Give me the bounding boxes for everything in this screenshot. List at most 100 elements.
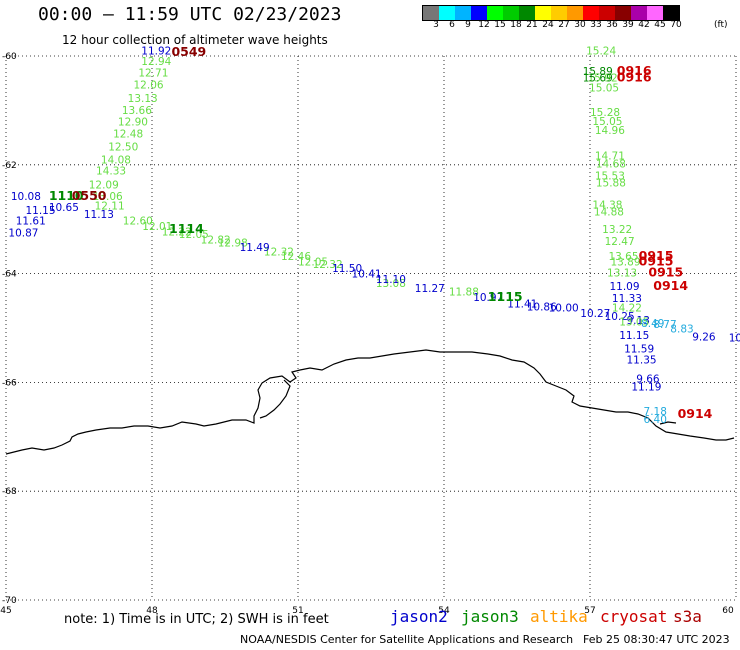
color-scale-tick: 70: [670, 20, 682, 30]
wave-height-value: 11.61: [16, 216, 46, 228]
pass-time-label: 1114: [169, 221, 204, 236]
x-tick-label: 60: [722, 606, 734, 616]
wave-height-value: 13.08: [376, 278, 406, 290]
wave-height-value: 6.40: [644, 414, 667, 426]
color-scale-tick: 42: [638, 20, 650, 30]
x-tick-label: 51: [292, 606, 303, 616]
wave-height-value: 15.53: [595, 170, 625, 182]
wave-height-value: 15.05: [589, 82, 619, 94]
credit-date: Feb 25 08:30:47 UTC 2023: [583, 633, 730, 646]
color-swatch: [439, 6, 455, 20]
color-scale-tick: 21: [526, 20, 538, 30]
y-tick-label: -70: [2, 596, 17, 606]
legend-s3a: s3a: [673, 607, 702, 626]
wave-height-value: 12.50: [108, 142, 138, 154]
pass-time-label: 0550: [72, 188, 107, 203]
wave-height-value: 11.09: [609, 281, 639, 293]
color-scale-unit: (ft): [714, 20, 728, 30]
wave-height-value: 15.05: [592, 116, 622, 128]
wave-height-value: 13.05: [619, 316, 649, 328]
page-title: 00:00 — 11:59 UTC 02/23/2023: [38, 4, 342, 25]
wave-height-value: 12.94: [141, 56, 171, 68]
color-scale-tick: 18: [510, 20, 522, 30]
wave-height-value: 12.09: [89, 180, 119, 192]
legend-jason2: jason2: [390, 607, 448, 626]
color-swatch: [503, 6, 519, 20]
wave-height-value: 13.13: [607, 267, 637, 279]
color-swatch: [551, 6, 567, 20]
wave-height-value: 15.92: [588, 73, 618, 85]
wave-height-value: 12.71: [138, 68, 168, 80]
x-tick-label: 45: [0, 606, 11, 616]
wave-height-value: 12.22: [162, 227, 192, 239]
pass-time-label: 1110: [49, 188, 84, 203]
wave-height-value: 11.92: [141, 45, 171, 57]
pass-time-label: 0916: [617, 70, 652, 85]
wave-height-value: 10.27: [580, 308, 610, 320]
wave-height-value: 15.89: [583, 66, 613, 78]
wave-height-value: 12.46: [281, 251, 311, 263]
legend-cryosat: cryosat: [600, 607, 668, 626]
color-scale-tick: 45: [654, 20, 666, 30]
credit-line: NOAA/NESDIS Center for Satellite Applica…: [240, 633, 574, 646]
wave-height-value: 7.18: [644, 406, 667, 418]
wave-height-value: 9.13: [627, 315, 650, 327]
wave-height-value: 11.59: [624, 343, 654, 355]
y-tick-label: -68: [2, 487, 17, 497]
wave-height-value: 13.89: [610, 256, 640, 268]
footnote: note: 1) Time is in UTC; 2) SWH is in fe…: [64, 612, 329, 627]
wave-height-value: 13.66: [122, 105, 152, 117]
wave-height-value: 10.86: [527, 302, 557, 314]
graticule: [5, 55, 737, 601]
wave-height-value: 13.22: [602, 224, 632, 236]
wave-height-value: 10.41: [352, 268, 382, 280]
wave-height-value: 11.33: [612, 293, 642, 305]
wave-height-value: 13.06: [93, 191, 123, 203]
wave-height-value: 12.32: [264, 247, 294, 259]
y-tick-label: -64: [2, 270, 17, 280]
wave-height-value: 12.32: [313, 259, 343, 271]
y-tick-label: -62: [2, 161, 17, 171]
wave-height-value: 8.77: [653, 319, 676, 331]
y-tick-label: -66: [2, 378, 17, 388]
wave-height-value: 12.98: [218, 237, 248, 249]
color-swatch: [583, 6, 599, 20]
axis-tick-labels: 45 48 51 54 57 60 -60 -62 -64 -66 -68 -70: [0, 52, 734, 616]
wave-height-value: 12.06: [134, 80, 164, 92]
color-swatch: [535, 6, 551, 20]
color-scale-tick: 3: [433, 20, 439, 30]
pass-time-label: 0549: [171, 44, 206, 59]
pass-time-label: 1115: [488, 289, 523, 304]
wave-height-value: 11.27: [415, 283, 445, 295]
wave-height-value: 11.19: [631, 382, 661, 394]
wave-height-value: 11.35: [627, 354, 657, 366]
wave-height-value: 11.41: [507, 298, 537, 310]
x-tick-label: 57: [584, 606, 595, 616]
color-swatch: [423, 6, 439, 20]
color-scale-tick: 30: [574, 20, 586, 30]
wave-height-value: 14.08: [101, 155, 131, 167]
color-swatch: [631, 6, 647, 20]
wave-height-value: 10.25: [605, 311, 635, 323]
pass-time-label: 0915: [648, 264, 683, 279]
wave-height-value: 12.60: [123, 216, 153, 228]
legend-jason3: jason3: [461, 607, 519, 626]
wave-height-value: 15.69: [583, 73, 613, 85]
color-swatch: [647, 6, 663, 20]
wave-height-value: 10.65: [49, 202, 79, 214]
wave-height-value: 11.13: [84, 209, 114, 221]
wave-height-value: 9.26: [692, 332, 716, 344]
wave-height-value: 11.49: [240, 242, 270, 254]
wave-height-value: 14.68: [596, 159, 626, 171]
color-scale-tick: 33: [590, 20, 602, 30]
color-swatch: [519, 6, 535, 20]
wave-height-value: 15.24: [586, 45, 616, 57]
wave-height-value: 11.50: [332, 263, 362, 275]
wave-height-value: 15.28: [590, 107, 620, 119]
wave-height-value: 9.66: [636, 373, 660, 385]
pass-time-label: 0915: [639, 253, 674, 268]
color-scale-tick: 12: [478, 20, 490, 30]
wave-height-value: 11.10: [376, 274, 406, 286]
